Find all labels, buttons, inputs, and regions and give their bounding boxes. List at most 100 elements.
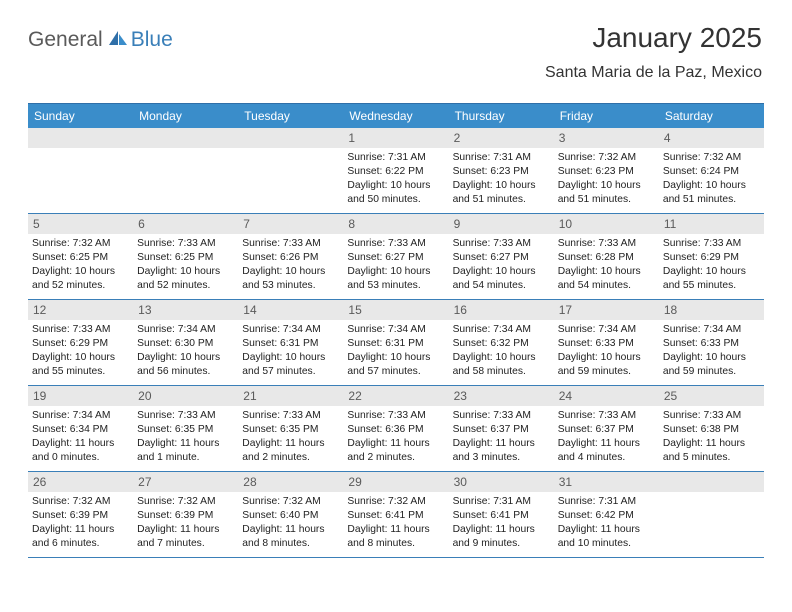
cell-line: Daylight: 11 hours xyxy=(663,437,760,451)
cell-line: and 3 minutes. xyxy=(453,451,550,465)
cell-line: Sunrise: 7:31 AM xyxy=(347,151,444,165)
cell-body: Sunrise: 7:32 AMSunset: 6:41 PMDaylight:… xyxy=(343,492,448,554)
calendar-cell: 27Sunrise: 7:32 AMSunset: 6:39 PMDayligh… xyxy=(133,472,238,557)
cell-line: and 7 minutes. xyxy=(137,537,234,551)
cell-line: Sunset: 6:29 PM xyxy=(663,251,760,265)
cell-line: and 56 minutes. xyxy=(137,365,234,379)
cell-line: and 6 minutes. xyxy=(32,537,129,551)
logo-text-blue: Blue xyxy=(131,28,173,52)
cell-line: Daylight: 11 hours xyxy=(137,437,234,451)
cell-body: Sunrise: 7:34 AMSunset: 6:30 PMDaylight:… xyxy=(133,320,238,382)
day-header: Friday xyxy=(554,104,659,128)
cell-line: and 4 minutes. xyxy=(558,451,655,465)
calendar-cell: 30Sunrise: 7:31 AMSunset: 6:41 PMDayligh… xyxy=(449,472,554,557)
calendar-cell: 16Sunrise: 7:34 AMSunset: 6:32 PMDayligh… xyxy=(449,300,554,385)
cell-date: 6 xyxy=(133,214,238,234)
day-header: Sunday xyxy=(28,104,133,128)
calendar-cell: 22Sunrise: 7:33 AMSunset: 6:36 PMDayligh… xyxy=(343,386,448,471)
cell-date: 18 xyxy=(659,300,764,320)
cell-line: Sunrise: 7:32 AM xyxy=(242,495,339,509)
calendar-cell xyxy=(238,128,343,213)
cell-line: Sunrise: 7:33 AM xyxy=(242,409,339,423)
cell-date: 1 xyxy=(343,128,448,148)
cell-line: Sunset: 6:29 PM xyxy=(32,337,129,351)
calendar-cell: 24Sunrise: 7:33 AMSunset: 6:37 PMDayligh… xyxy=(554,386,659,471)
cell-date xyxy=(659,472,764,492)
cell-body: Sunrise: 7:33 AMSunset: 6:37 PMDaylight:… xyxy=(554,406,659,468)
cell-date: 25 xyxy=(659,386,764,406)
cell-body: Sunrise: 7:33 AMSunset: 6:36 PMDaylight:… xyxy=(343,406,448,468)
cell-date: 21 xyxy=(238,386,343,406)
cell-line: Sunset: 6:41 PM xyxy=(347,509,444,523)
day-header: Saturday xyxy=(659,104,764,128)
cell-body: Sunrise: 7:34 AMSunset: 6:32 PMDaylight:… xyxy=(449,320,554,382)
cell-body: Sunrise: 7:33 AMSunset: 6:28 PMDaylight:… xyxy=(554,234,659,296)
cell-line: Sunrise: 7:34 AM xyxy=(347,323,444,337)
calendar-cell xyxy=(659,472,764,557)
cell-date: 10 xyxy=(554,214,659,234)
cell-date: 9 xyxy=(449,214,554,234)
week-row: 1Sunrise: 7:31 AMSunset: 6:22 PMDaylight… xyxy=(28,128,764,214)
cell-line: and 53 minutes. xyxy=(347,279,444,293)
cell-date: 19 xyxy=(28,386,133,406)
cell-body: Sunrise: 7:34 AMSunset: 6:33 PMDaylight:… xyxy=(554,320,659,382)
cell-line: Sunset: 6:40 PM xyxy=(242,509,339,523)
calendar-cell: 14Sunrise: 7:34 AMSunset: 6:31 PMDayligh… xyxy=(238,300,343,385)
cell-line: Sunrise: 7:33 AM xyxy=(453,409,550,423)
cell-body: Sunrise: 7:33 AMSunset: 6:35 PMDaylight:… xyxy=(238,406,343,468)
cell-line: Sunset: 6:22 PM xyxy=(347,165,444,179)
week-row: 5Sunrise: 7:32 AMSunset: 6:25 PMDaylight… xyxy=(28,214,764,300)
cell-line: Sunset: 6:35 PM xyxy=(137,423,234,437)
calendar-cell xyxy=(133,128,238,213)
cell-body xyxy=(659,492,764,498)
cell-line: Sunset: 6:33 PM xyxy=(558,337,655,351)
cell-line: Sunset: 6:25 PM xyxy=(137,251,234,265)
cell-body: Sunrise: 7:34 AMSunset: 6:34 PMDaylight:… xyxy=(28,406,133,468)
cell-body: Sunrise: 7:31 AMSunset: 6:41 PMDaylight:… xyxy=(449,492,554,554)
cell-date: 4 xyxy=(659,128,764,148)
cell-line: and 58 minutes. xyxy=(453,365,550,379)
cell-body: Sunrise: 7:33 AMSunset: 6:37 PMDaylight:… xyxy=(449,406,554,468)
calendar-cell: 10Sunrise: 7:33 AMSunset: 6:28 PMDayligh… xyxy=(554,214,659,299)
calendar-cell: 3Sunrise: 7:32 AMSunset: 6:23 PMDaylight… xyxy=(554,128,659,213)
cell-line: and 59 minutes. xyxy=(663,365,760,379)
cell-body: Sunrise: 7:34 AMSunset: 6:31 PMDaylight:… xyxy=(343,320,448,382)
cell-line: Daylight: 10 hours xyxy=(558,265,655,279)
cell-line: Sunrise: 7:32 AM xyxy=(558,151,655,165)
cell-line: and 1 minute. xyxy=(137,451,234,465)
cell-line: and 55 minutes. xyxy=(32,365,129,379)
day-header: Monday xyxy=(133,104,238,128)
cell-body: Sunrise: 7:33 AMSunset: 6:26 PMDaylight:… xyxy=(238,234,343,296)
cell-line: Daylight: 10 hours xyxy=(32,351,129,365)
calendar-cell: 19Sunrise: 7:34 AMSunset: 6:34 PMDayligh… xyxy=(28,386,133,471)
cell-line: Sunset: 6:42 PM xyxy=(558,509,655,523)
cell-line: Daylight: 10 hours xyxy=(347,265,444,279)
cell-body xyxy=(28,148,133,154)
cell-line: and 9 minutes. xyxy=(453,537,550,551)
cell-body: Sunrise: 7:33 AMSunset: 6:38 PMDaylight:… xyxy=(659,406,764,468)
calendar-cell: 23Sunrise: 7:33 AMSunset: 6:37 PMDayligh… xyxy=(449,386,554,471)
cell-date: 29 xyxy=(343,472,448,492)
cell-date: 28 xyxy=(238,472,343,492)
month-title: January 2025 xyxy=(545,22,762,54)
logo-text-general: General xyxy=(28,28,103,52)
cell-line: Sunrise: 7:34 AM xyxy=(558,323,655,337)
cell-body: Sunrise: 7:32 AMSunset: 6:39 PMDaylight:… xyxy=(28,492,133,554)
cell-line: Sunrise: 7:31 AM xyxy=(453,151,550,165)
cell-line: Sunset: 6:27 PM xyxy=(453,251,550,265)
cell-line: Sunrise: 7:31 AM xyxy=(558,495,655,509)
cell-line: and 2 minutes. xyxy=(242,451,339,465)
cell-date: 12 xyxy=(28,300,133,320)
calendar-cell: 12Sunrise: 7:33 AMSunset: 6:29 PMDayligh… xyxy=(28,300,133,385)
cell-line: Daylight: 11 hours xyxy=(242,437,339,451)
location-text: Santa Maria de la Paz, Mexico xyxy=(545,64,762,82)
cell-body: Sunrise: 7:33 AMSunset: 6:25 PMDaylight:… xyxy=(133,234,238,296)
cell-line: Sunset: 6:24 PM xyxy=(663,165,760,179)
cell-line: Daylight: 10 hours xyxy=(453,265,550,279)
cell-line: Sunrise: 7:33 AM xyxy=(137,409,234,423)
cell-date: 13 xyxy=(133,300,238,320)
calendar-cell: 20Sunrise: 7:33 AMSunset: 6:35 PMDayligh… xyxy=(133,386,238,471)
cell-line: and 57 minutes. xyxy=(242,365,339,379)
cell-date: 15 xyxy=(343,300,448,320)
calendar-cell: 18Sunrise: 7:34 AMSunset: 6:33 PMDayligh… xyxy=(659,300,764,385)
